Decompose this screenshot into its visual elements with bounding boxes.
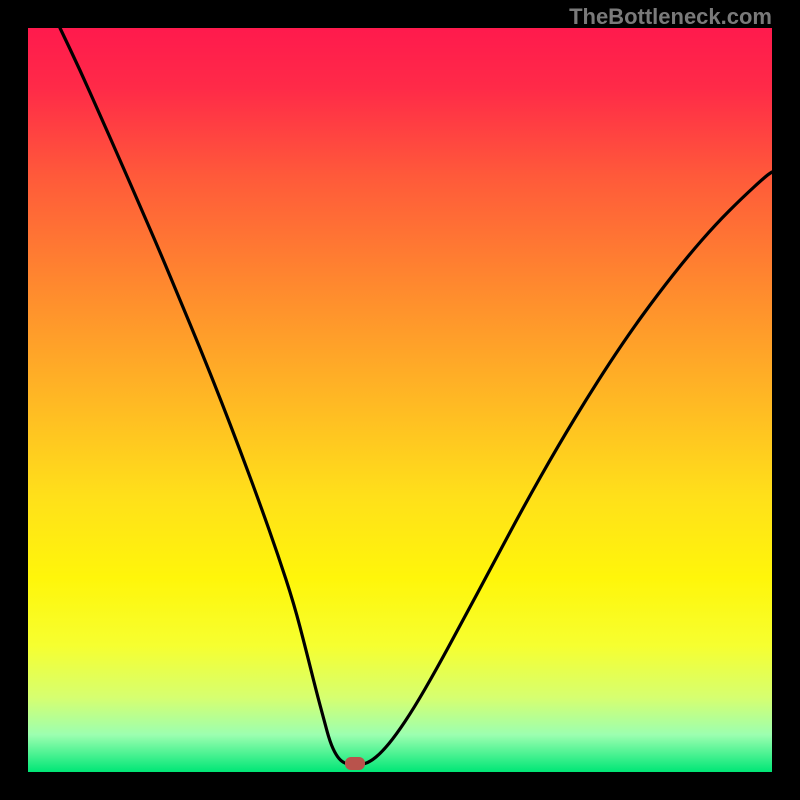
chart-frame: TheBottleneck.com <box>0 0 800 800</box>
watermark-text: TheBottleneck.com <box>569 4 772 30</box>
optimal-point-marker <box>345 757 365 770</box>
plot-area <box>28 28 772 772</box>
